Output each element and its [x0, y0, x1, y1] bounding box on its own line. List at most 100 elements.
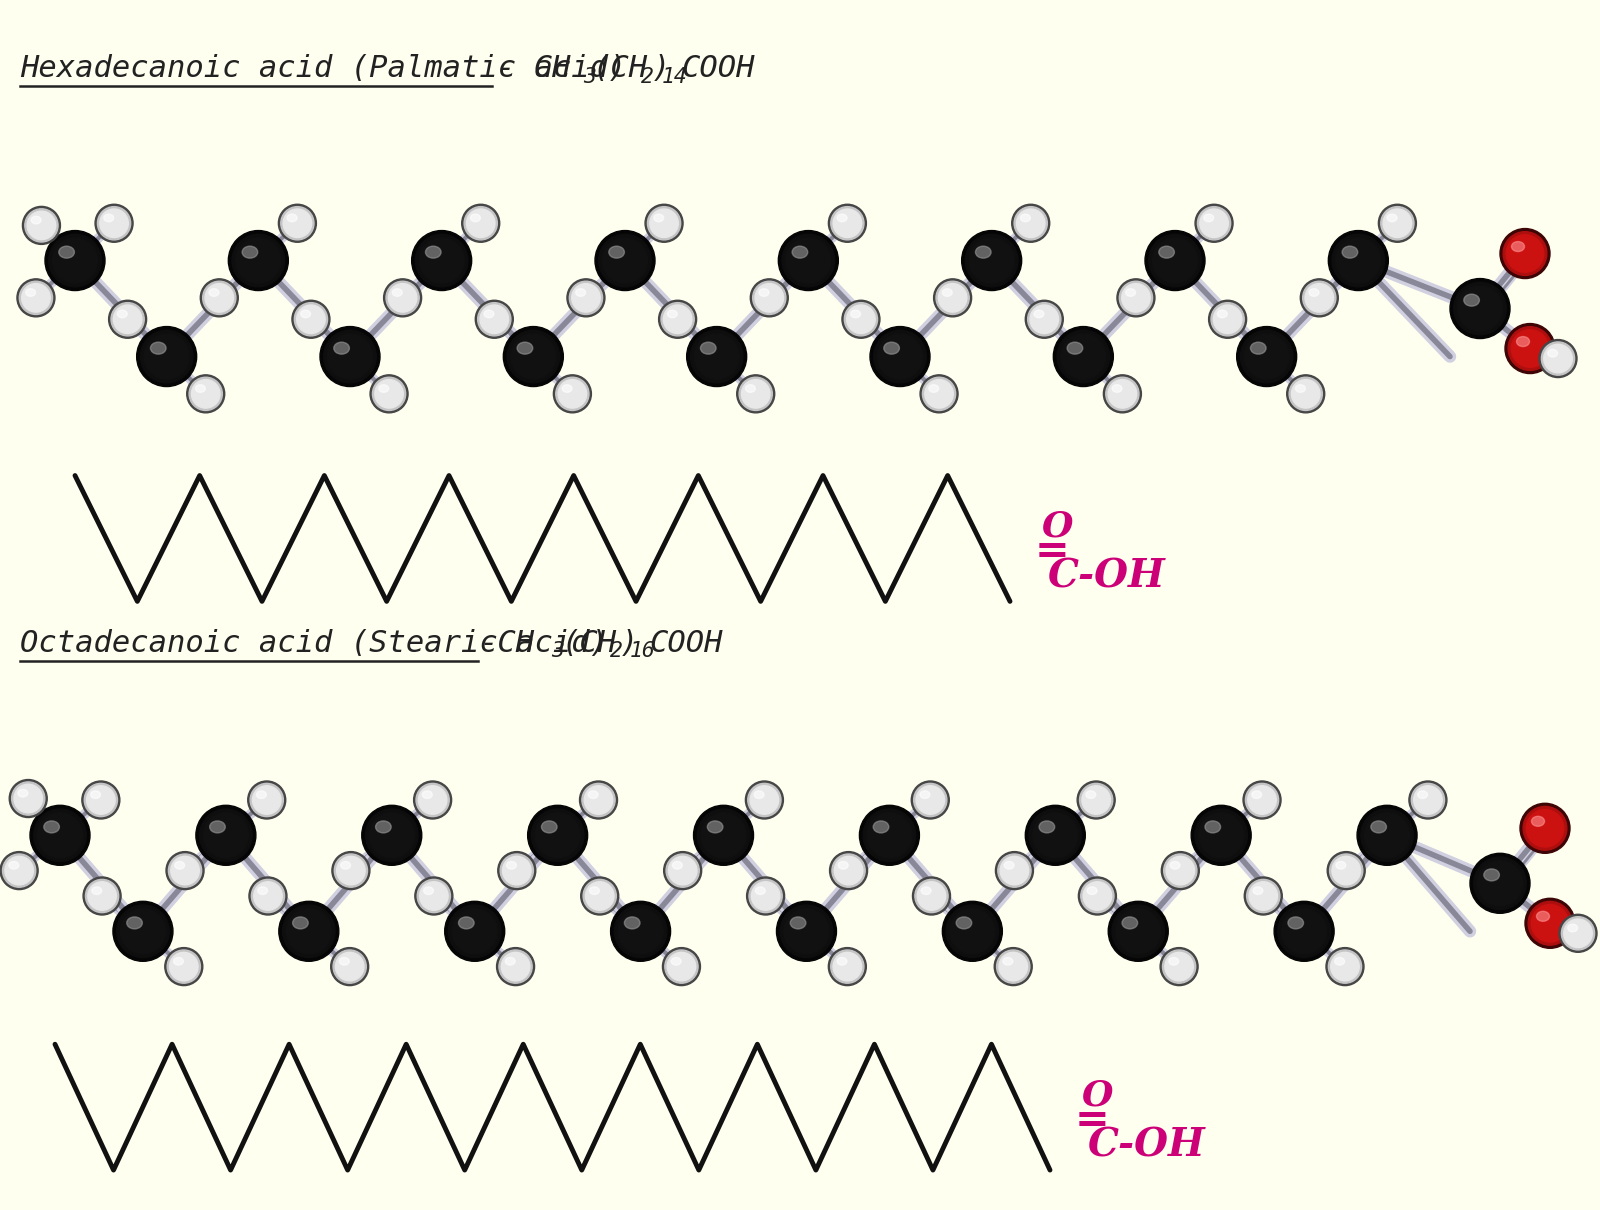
Ellipse shape [837, 214, 846, 221]
Ellipse shape [336, 857, 365, 885]
Ellipse shape [1117, 278, 1155, 317]
Ellipse shape [534, 813, 581, 858]
Ellipse shape [1506, 235, 1544, 272]
Ellipse shape [91, 791, 101, 799]
Ellipse shape [1541, 342, 1574, 375]
Ellipse shape [1190, 806, 1251, 865]
Ellipse shape [1382, 209, 1411, 237]
Ellipse shape [1245, 783, 1278, 817]
Ellipse shape [1016, 209, 1045, 237]
Ellipse shape [830, 207, 864, 240]
Ellipse shape [22, 207, 61, 244]
Ellipse shape [576, 289, 586, 296]
Ellipse shape [251, 880, 285, 912]
Ellipse shape [203, 281, 235, 315]
Ellipse shape [582, 783, 614, 817]
Ellipse shape [200, 809, 253, 862]
Ellipse shape [86, 785, 115, 814]
Ellipse shape [1414, 785, 1442, 814]
Ellipse shape [752, 882, 779, 910]
Ellipse shape [1109, 901, 1168, 961]
Ellipse shape [1003, 957, 1013, 966]
Text: COOH: COOH [650, 629, 723, 658]
Ellipse shape [1381, 207, 1414, 240]
Text: ): ) [651, 54, 670, 83]
Ellipse shape [258, 887, 267, 894]
Ellipse shape [1562, 917, 1595, 950]
Text: (CH: (CH [592, 54, 648, 83]
Ellipse shape [928, 385, 939, 392]
Ellipse shape [1011, 204, 1050, 242]
Ellipse shape [1568, 924, 1578, 932]
Ellipse shape [1502, 231, 1547, 276]
Ellipse shape [294, 302, 328, 336]
Ellipse shape [754, 791, 765, 799]
Ellipse shape [1120, 281, 1152, 315]
Ellipse shape [995, 852, 1034, 889]
Ellipse shape [912, 877, 950, 915]
Ellipse shape [416, 235, 467, 287]
Ellipse shape [1166, 857, 1195, 885]
Text: ): ) [619, 629, 638, 658]
Ellipse shape [1026, 806, 1085, 865]
Ellipse shape [1282, 909, 1326, 953]
Ellipse shape [1082, 785, 1110, 814]
Ellipse shape [26, 289, 35, 296]
Ellipse shape [1336, 862, 1346, 869]
Ellipse shape [570, 281, 603, 315]
Ellipse shape [1245, 877, 1282, 915]
Ellipse shape [171, 857, 200, 885]
Ellipse shape [210, 289, 219, 296]
Ellipse shape [834, 857, 862, 885]
Ellipse shape [998, 854, 1030, 887]
Ellipse shape [82, 780, 120, 819]
Ellipse shape [1208, 300, 1246, 339]
Ellipse shape [370, 375, 408, 413]
Ellipse shape [1211, 302, 1245, 336]
Text: O: O [1082, 1078, 1114, 1112]
Ellipse shape [922, 887, 931, 894]
Ellipse shape [301, 310, 310, 318]
Ellipse shape [1058, 330, 1109, 382]
Ellipse shape [278, 901, 339, 961]
Ellipse shape [1034, 310, 1043, 318]
Ellipse shape [1371, 820, 1387, 832]
Ellipse shape [235, 238, 282, 283]
Ellipse shape [669, 857, 698, 885]
Text: 3: 3 [582, 67, 595, 87]
Text: Octadecanoic acid (Stearic acid): Octadecanoic acid (Stearic acid) [19, 629, 608, 658]
Ellipse shape [1501, 229, 1550, 278]
Ellipse shape [59, 246, 74, 258]
Ellipse shape [1077, 780, 1115, 819]
Ellipse shape [994, 947, 1032, 986]
Ellipse shape [411, 231, 472, 290]
Ellipse shape [1149, 235, 1202, 287]
Ellipse shape [478, 302, 510, 336]
Ellipse shape [189, 378, 222, 410]
Ellipse shape [1536, 911, 1549, 921]
Ellipse shape [83, 877, 122, 915]
Ellipse shape [1200, 209, 1229, 237]
Ellipse shape [736, 375, 774, 413]
Ellipse shape [1198, 813, 1243, 858]
Ellipse shape [501, 952, 530, 981]
Ellipse shape [528, 806, 587, 865]
Ellipse shape [195, 385, 205, 392]
Ellipse shape [1288, 917, 1304, 929]
Ellipse shape [173, 957, 184, 966]
Ellipse shape [942, 901, 1002, 961]
Ellipse shape [498, 852, 536, 889]
Ellipse shape [499, 950, 533, 984]
Ellipse shape [562, 385, 573, 392]
Ellipse shape [666, 854, 699, 887]
Ellipse shape [749, 880, 782, 912]
Ellipse shape [462, 204, 499, 242]
Ellipse shape [1450, 278, 1510, 339]
Ellipse shape [603, 238, 648, 283]
Ellipse shape [422, 791, 432, 799]
Ellipse shape [416, 783, 450, 817]
Ellipse shape [459, 917, 474, 929]
Ellipse shape [1115, 909, 1160, 953]
Text: (CH: (CH [562, 629, 616, 658]
Ellipse shape [851, 310, 861, 318]
